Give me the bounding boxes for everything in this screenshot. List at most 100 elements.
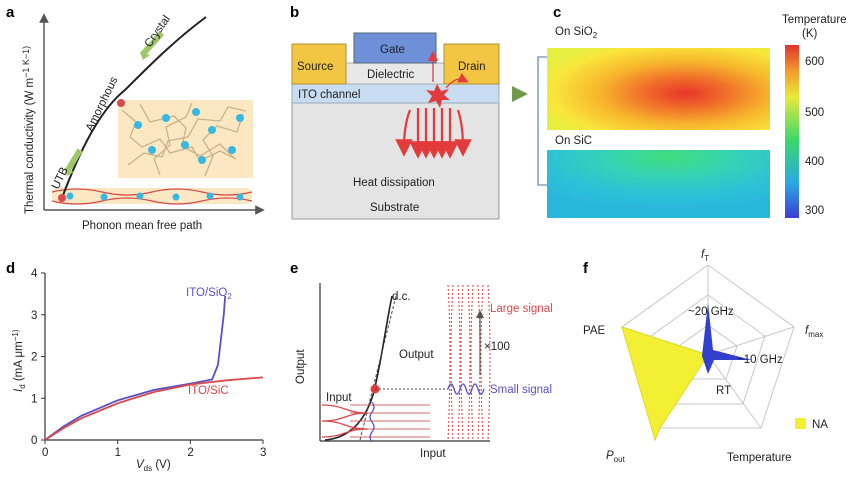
heat-side-arrow [445,73,469,89]
colorbar-unit: (K) [802,28,818,40]
colorbar-tick: 300 [805,205,824,217]
output-label: Output [399,349,434,361]
legend-na-label: NA [812,419,828,431]
dc-label: d.c. [392,291,411,303]
dc-tangent [359,295,397,441]
input-label: Input [326,392,352,404]
panel-d: d 0 1 2 3 0 1 2 3 4 Id (mA μm−1) Vds (V) ITO/SiO… [6,260,266,473]
colorbar-title: Temperature [782,14,847,26]
y-tick-label: 0 [31,435,37,447]
channel-label: ITO channel [298,89,360,101]
x-tick-label: 3 [260,447,266,459]
colorbar [785,45,799,218]
amorphous-network [121,102,247,177]
axis-temperature-label: Temperature [727,452,792,464]
crystal-arrowhead [140,52,150,60]
source [291,43,347,85]
panel-c: c On SiO2 On SiC Temperature (K) 600 500… [537,4,847,218]
axis-fmax-label: fmax [805,325,823,339]
gate [353,32,437,64]
y-tick-label: 4 [31,268,38,280]
x-tick-label: 1 [115,447,121,459]
axis-pout-label: Pout [606,450,626,464]
panel-d-ylabel: Id (mA μm−1) [11,329,27,392]
hotspot-icon [426,84,450,108]
amorphous-phonons [134,108,244,164]
utb-bottom-boundary [51,197,253,205]
panel-b-label: b [290,4,299,21]
output-large-signal [447,284,491,441]
x-tick-label: 0 [42,447,48,459]
panel-e-xlabel: Input [420,448,446,460]
colorbar-tick: 400 [805,156,824,168]
panel-a-label: a [6,4,15,21]
amorphous-label: Amorphous [84,75,121,133]
series-ito-sio2 [44,295,227,441]
ann-10ghz: ~10 GHz [737,354,783,366]
dc-curve [324,295,393,441]
panel-b: b Gate Source Drain Dielectric ITO chann… [290,4,528,220]
panel-a-xlabel: Phonon mean free path [82,220,202,232]
x-tick-label: 2 [187,447,193,459]
output-small-signal [447,383,485,395]
ann-20ghz: ~20 GHz [688,306,734,318]
panel-f-label: f [583,260,589,277]
panel-e-ylabel: Output [295,349,307,384]
na-area [621,326,709,442]
axis-ft-label: fT [701,249,709,263]
heatmap-sio2 [547,48,770,130]
on-sio2-label: On SiO2 [555,26,598,40]
utb-arrow [65,148,83,172]
crystal-arrow [139,30,165,58]
substrate-label: Substrate [370,202,419,214]
on-sic-label: On SiC [555,135,592,147]
amorphous-box [118,100,253,178]
drain [443,43,500,85]
utb-point [58,194,66,202]
dielectric-label: Dielectric [367,69,415,81]
output-large-signal-b [450,284,484,441]
utb-phonons [66,192,244,201]
y-tick-label: 3 [31,310,37,322]
legend-ito-sio2: ITO/SiO2 [186,287,232,301]
panel-c-bracket [537,56,548,186]
amorphous-point [117,99,125,107]
panel-e: e Output Input d.c. Input Output ×100 La… [290,260,553,460]
axis-pae-label: PAE [583,325,605,337]
y-tick-label: 1 [31,393,37,405]
series-ito-sic [44,376,264,441]
crystal-label: Crystal [143,14,173,50]
colorbar-tick: 600 [805,56,824,68]
legend-ito-sic: ITO/SiC [188,385,229,397]
panel-f: f fT fmax Temperature Pout PAE ~20 GHz ~… [583,249,828,464]
y-tick-label: 2 [31,352,37,364]
panel-d-ticks: 0 1 2 3 0 1 2 3 4 [31,268,266,459]
heatmap-sic [547,150,770,218]
panel-d-series [44,295,264,441]
panel-d-label: d [6,260,15,277]
source-label: Source [297,61,333,73]
panel-d-xlabel: Vds (V) [136,459,171,473]
panel-e-label: e [290,260,298,277]
this-work-area [702,303,752,374]
drain-label: Drain [458,61,485,73]
input-large-signal [321,404,369,438]
legend-na-swatch [795,418,806,429]
heat-dissipation-label: Heat dissipation [353,177,435,189]
heat-dissipation-arrows [395,108,472,159]
input-small-signal [369,401,375,443]
panel-a-ylabel: Thermal conductivity (W m−1 K−1) [21,46,36,214]
small-signal-label: Small signal [490,384,552,396]
large-signal-label: Large signal [490,303,553,315]
gate-label: Gate [380,44,405,56]
panel-c-label: c [553,4,561,21]
utb-arrowhead [64,168,74,176]
zoom-arrowhead [512,86,528,102]
input-large-signal-traces [350,404,430,438]
panel-a: a Thermal conductivity (W m−1 K−1) Phono… [6,4,265,232]
colorbar-tick: 500 [805,107,824,119]
utb-top-boundary [51,188,253,196]
ann-rt: RT [716,385,731,397]
gain-label: ×100 [484,341,510,353]
